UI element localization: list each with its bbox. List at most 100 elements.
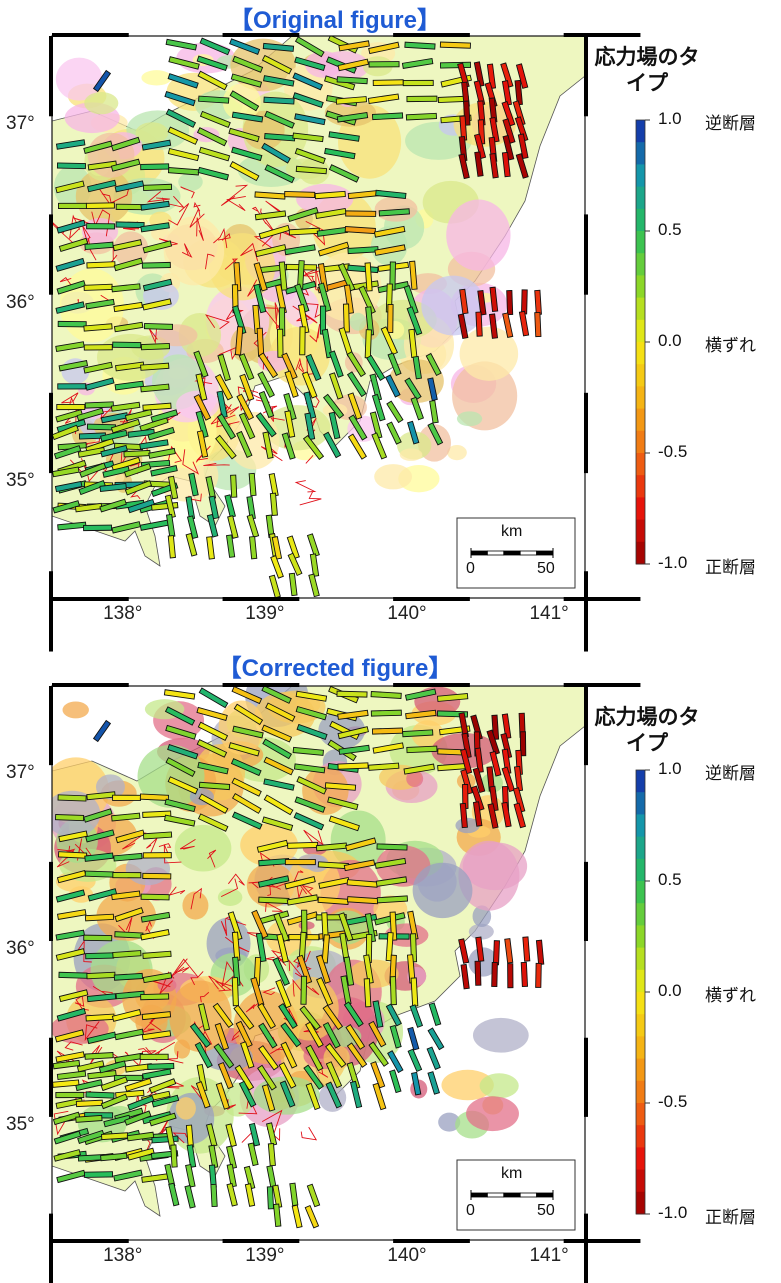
stress-bar [140, 222, 170, 233]
geology-patch [217, 888, 243, 906]
stress-bar [55, 139, 86, 150]
stress-bar [368, 762, 400, 771]
frame-tick [49, 686, 53, 766]
fault-line [220, 919, 228, 936]
fault-line [100, 405, 119, 420]
stress-bar [305, 1082, 321, 1111]
geology-patch [84, 91, 119, 115]
stress-bar [284, 858, 316, 866]
stress-bar [410, 396, 425, 421]
stress-bar [139, 439, 169, 450]
frame-tick [49, 392, 53, 474]
colorbar-segment [636, 475, 645, 498]
stress-bar [127, 1095, 155, 1111]
stress-bar [189, 1022, 212, 1048]
colorbar-tick-label: 0.5 [658, 870, 682, 889]
stress-bar [370, 709, 402, 717]
stress-bar [167, 147, 200, 162]
stress-bar [473, 133, 487, 160]
stress-bar [519, 731, 527, 757]
stress-bar [84, 1052, 114, 1060]
geology-patch [399, 448, 423, 461]
panel-title: 【Original figure】 [228, 7, 441, 34]
fault-line [171, 958, 199, 978]
stress-bar [257, 371, 275, 398]
stress-bar [226, 1145, 238, 1170]
stress-bar [258, 352, 279, 379]
fault-line [148, 327, 158, 345]
stress-bar [233, 703, 264, 726]
geology-patch [141, 70, 172, 86]
stress-bar [142, 278, 173, 292]
stress-bar [281, 432, 296, 460]
fault-line [225, 306, 244, 321]
stress-bar [407, 1048, 423, 1073]
stress-bar [234, 326, 244, 356]
stress-bar [255, 244, 287, 258]
stress-bar [270, 555, 284, 579]
stress-bar [92, 69, 112, 93]
geology-patch [178, 312, 222, 357]
colorbar-segment [636, 1080, 645, 1104]
geology-patch [374, 464, 413, 490]
stress-bar [236, 393, 255, 421]
stress-bar [425, 352, 442, 377]
colorbar-segment [636, 430, 645, 454]
stress-bar [376, 895, 408, 904]
stress-bar [291, 1204, 303, 1229]
latitude-tick-label: 35° [6, 470, 35, 492]
stress-bar [363, 954, 374, 984]
map-area [52, 686, 585, 1240]
stress-bar [247, 1142, 259, 1167]
scalebar-segment [519, 550, 538, 556]
colorbar-segment [636, 253, 645, 276]
fault-line [162, 195, 185, 209]
stress-bar [534, 311, 542, 338]
geology-patch [75, 168, 133, 225]
stress-bar [458, 153, 470, 180]
stress-bar [477, 289, 487, 316]
fault-line [295, 879, 308, 900]
stress-bar [288, 572, 298, 597]
frame-tick [222, 1239, 300, 1243]
stress-bar [517, 133, 529, 160]
stress-bar [387, 1050, 404, 1074]
stress-bar [345, 1024, 366, 1050]
stress-bar [86, 993, 117, 1003]
stress-bar [345, 837, 377, 852]
stress-bar [314, 190, 346, 200]
stress-bar [303, 1064, 324, 1090]
stress-bar [501, 766, 516, 793]
stress-bar [123, 463, 152, 478]
stress-bar [53, 1149, 81, 1162]
stress-bar [231, 111, 264, 123]
geology-patch [468, 923, 494, 940]
stress-bar [84, 401, 114, 409]
stress-bar [501, 713, 512, 739]
fault-line [245, 1000, 263, 1013]
stress-bar [344, 226, 376, 235]
stress-bar [52, 1059, 81, 1070]
stress-bar [57, 320, 87, 328]
stress-bar [215, 1082, 230, 1110]
stress-bar [113, 972, 143, 981]
stress-bar [142, 831, 173, 840]
fault-line [292, 978, 302, 997]
stress-bar [364, 262, 373, 292]
fault-line [305, 455, 314, 464]
stress-bar [140, 200, 170, 211]
stress-bar [85, 952, 115, 960]
frame-tick [584, 214, 588, 295]
fault-line [300, 884, 316, 900]
stress-bar [405, 709, 437, 720]
stress-bar [100, 444, 128, 458]
longitude-tick-label: 139° [245, 1245, 285, 1266]
stress-bar [76, 407, 105, 422]
geology-patch [174, 824, 232, 872]
stress-bar [197, 813, 229, 832]
fault-line [213, 227, 228, 249]
longitude-tick-label: 140° [387, 1245, 427, 1266]
stress-bar [279, 1080, 296, 1108]
fault-line [61, 392, 79, 404]
stress-bar [269, 492, 278, 516]
